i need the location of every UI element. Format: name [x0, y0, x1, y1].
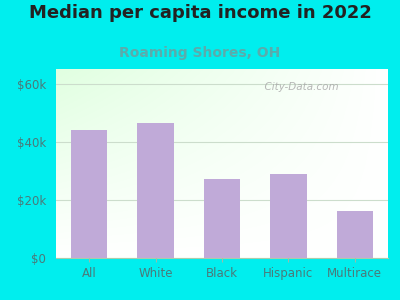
Bar [336, 212, 373, 258]
Text: Median per capita income in 2022: Median per capita income in 2022 [28, 4, 372, 22]
Bar [204, 179, 240, 258]
Bar [137, 123, 174, 258]
Text: Roaming Shores, OH: Roaming Shores, OH [119, 46, 281, 61]
Text: City-Data.com: City-Data.com [258, 82, 339, 92]
Bar [270, 174, 307, 258]
Bar [71, 130, 108, 258]
